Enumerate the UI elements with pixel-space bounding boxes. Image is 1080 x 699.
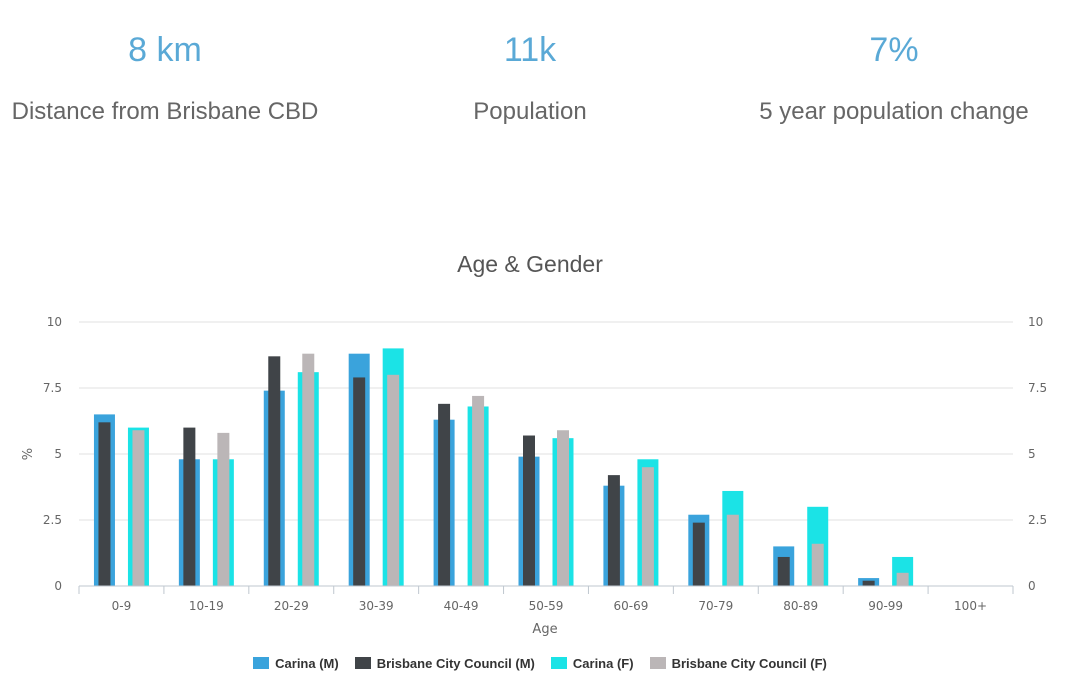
legend-swatch [354, 657, 371, 669]
legend-swatch [550, 657, 567, 669]
bar-brisbane-f[interactable] [217, 432, 230, 586]
stat-population-value: 11k [503, 31, 557, 69]
bar-brisbane-m[interactable] [98, 422, 111, 586]
y-tick-label-right: 10 [1028, 315, 1043, 329]
x-tick-label: 0-9 [112, 599, 132, 613]
stat-population: 11k Population [370, 30, 690, 126]
bar-brisbane-f[interactable] [387, 374, 400, 586]
y-tick-label-right: 5 [1028, 447, 1036, 461]
legend-item[interactable]: Carina (F) [550, 656, 634, 671]
stat-population-change-label: 5 year population change [759, 98, 1029, 125]
stat-distance-label: Distance from Brisbane CBD [11, 98, 319, 125]
legend-item[interactable]: Brisbane City Council (F) [649, 656, 827, 671]
y-tick-label-left: 10 [47, 315, 62, 329]
y-tick-label-right: 2.5 [1028, 513, 1047, 527]
legend-label: Brisbane City Council (M) [376, 656, 535, 671]
bar-brisbane-m[interactable] [777, 556, 790, 586]
bar-brisbane-m[interactable] [607, 475, 620, 586]
bar-brisbane-f[interactable] [132, 430, 145, 586]
legend-item[interactable]: Brisbane City Council (M) [354, 656, 535, 671]
legend-label: Brisbane City Council (F) [671, 656, 827, 671]
bar-brisbane-m[interactable] [183, 427, 196, 586]
age-gender-chart: Age & Gender 0 0 2.5 2.5 5 5 7.5 7.5 10 10 0-9 10-1… [21, 251, 1047, 637]
x-tick-label: 70-79 [698, 599, 733, 613]
y-tick-label-left: 7.5 [43, 381, 62, 395]
x-tick-label: 90-99 [868, 599, 903, 613]
legend-label: Carina (F) [572, 656, 634, 671]
bar-brisbane-f[interactable] [726, 514, 739, 586]
x-tick-label: 30-39 [359, 599, 394, 613]
bar-brisbane-f[interactable] [302, 353, 315, 586]
bar-brisbane-f[interactable] [557, 430, 569, 586]
bar-brisbane-m[interactable] [692, 522, 705, 586]
x-tick-label: 60-69 [613, 599, 648, 613]
legend-item[interactable]: Carina (M) [253, 656, 339, 671]
chart-axes: 0 0 2.5 2.5 5 5 7.5 7.5 10 10 0-9 10-19 20-29 30-39 40… [43, 315, 1047, 613]
stat-distance-value: 8 km [128, 31, 202, 69]
x-tick-label: 40-49 [444, 599, 479, 613]
bar-brisbane-f[interactable] [641, 467, 654, 586]
bar-brisbane-m[interactable] [862, 580, 875, 586]
bar-brisbane-m[interactable] [268, 356, 281, 586]
bar-brisbane-f[interactable] [896, 572, 909, 586]
legend-swatch [649, 657, 666, 669]
stat-population-change: 7% 5 year population change [734, 30, 1054, 126]
chart-bars [93, 348, 914, 586]
y-tick-label-right: 0 [1028, 579, 1036, 593]
bar-brisbane-f[interactable] [811, 543, 824, 586]
y-tick-label-left: 5 [54, 447, 62, 461]
x-tick-label: 20-29 [274, 599, 309, 613]
y-tick-label-left: 2.5 [43, 513, 62, 527]
y-tick-label-left: 0 [54, 579, 62, 593]
stat-population-change-value: 7% [869, 31, 919, 69]
bar-brisbane-m[interactable] [353, 377, 366, 586]
legend-label: Carina (M) [275, 656, 339, 671]
bar-brisbane-f[interactable] [472, 395, 485, 586]
x-tick-label: 10-19 [189, 599, 224, 613]
bar-brisbane-m[interactable] [523, 435, 535, 586]
chart-title: Age & Gender [457, 251, 603, 277]
y-axis-label: % [21, 448, 36, 460]
legend-swatch [253, 657, 270, 669]
x-tick-label: 50-59 [529, 599, 564, 613]
chart-legend: Carina (M) Brisbane City Council (M) Carin… [0, 656, 1080, 671]
x-tick-label: 100+ [954, 599, 987, 613]
stat-distance: 8 km Distance from Brisbane CBD [5, 30, 325, 126]
x-tick-label: 80-89 [783, 599, 818, 613]
bar-brisbane-m[interactable] [438, 403, 451, 586]
x-axis-label: Age [532, 622, 557, 637]
y-tick-label-right: 7.5 [1028, 381, 1047, 395]
stat-population-label: Population [473, 98, 587, 125]
